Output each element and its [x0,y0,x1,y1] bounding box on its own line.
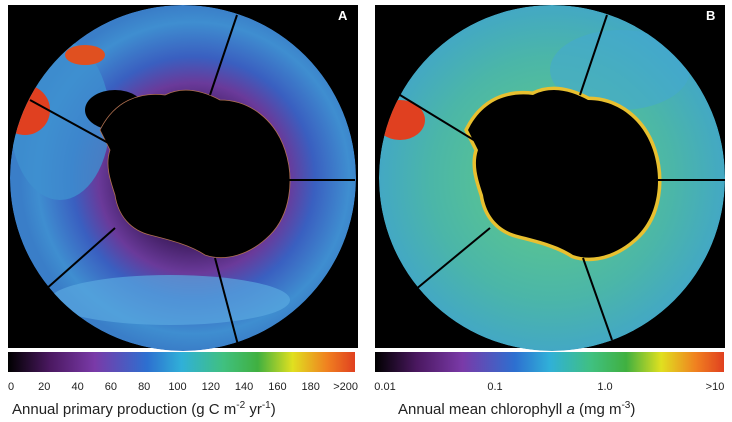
colorbar-tick-label: 0.01 [374,381,395,393]
colorbar-tick-label: 0 [8,381,14,393]
colorbar-tick-label: 180 [302,381,320,393]
colorbar-tick-label: 60 [105,381,117,393]
panel-label: B [706,8,715,23]
colorbar-tick-label: 140 [235,381,253,393]
colorbar [375,352,724,372]
colorbar-tick-label: >200 [333,381,358,393]
colorbar-tick-label: 40 [71,381,83,393]
colorbar-tick-label: >10 [706,381,725,393]
panel-label: A [338,8,348,23]
colorbar-tick-label: 120 [202,381,220,393]
colorbar-tick-label: 100 [168,381,186,393]
caption: Annual primary production (g C m-2 yr-1) [12,400,276,418]
figure: A Annual primary production (g C m-2 yr-… [0,0,732,422]
colorbar-tick-label: 0.1 [487,381,502,393]
colorbar-tick-label: 160 [268,381,286,393]
colorbar-tick-label: 80 [138,381,150,393]
colorbar-tick-label: 1.0 [597,381,612,393]
colorbar [8,352,355,372]
colorbar-tick-label: 20 [38,381,50,393]
caption: Annual mean chlorophyll a (mg m-3) [398,400,635,418]
